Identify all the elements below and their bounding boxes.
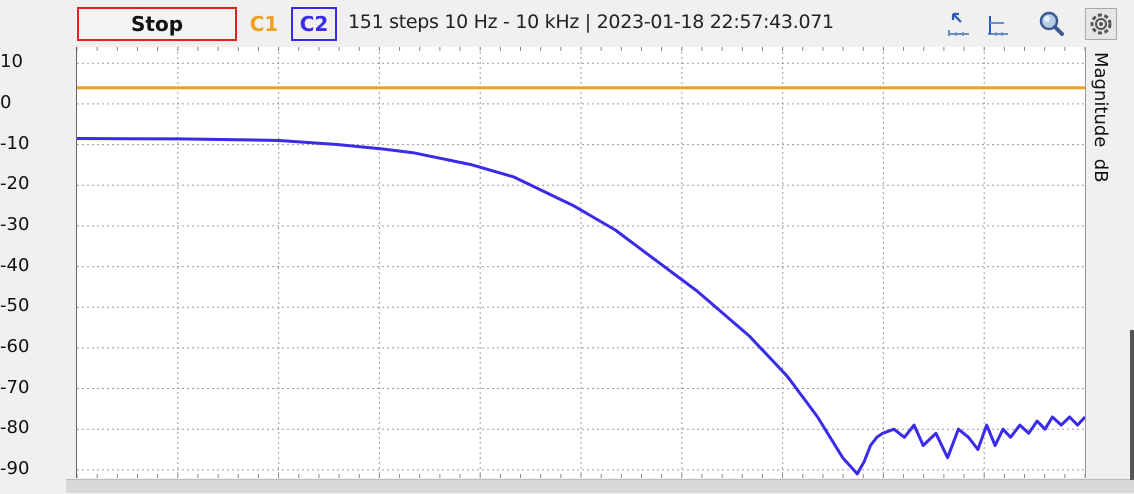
sweep-info: 151 steps 10 Hz - 10 kHz | 2023-01-18 22… — [348, 11, 834, 33]
y-axis-label: Magnitude dB — [1090, 52, 1111, 183]
horizontal-scrollbar[interactable] — [66, 479, 1134, 493]
y-tick-label: -80 — [0, 417, 30, 439]
stop-button[interactable]: Stop — [77, 7, 237, 41]
y-tick-label: 10 — [0, 51, 23, 73]
y-tick-label: -60 — [0, 335, 30, 357]
y-tick-label: -10 — [0, 132, 30, 154]
plot-area — [76, 47, 1087, 478]
cursor-x-icon[interactable] — [944, 9, 974, 39]
toolbar: Stop C1 C2 151 steps 10 Hz - 10 kHz | 20… — [0, 0, 1134, 47]
channel-c1-toggle[interactable]: C1 — [249, 12, 279, 36]
y-tick-label: -90 — [0, 457, 30, 479]
series-line-c2 — [76, 137, 1087, 476]
window-edge — [1130, 330, 1134, 480]
y-tick-label: 0 — [0, 91, 12, 113]
y-tick-label: -30 — [0, 213, 30, 235]
y-tick-label: -50 — [0, 295, 30, 317]
cursor-y-icon[interactable] — [983, 9, 1013, 39]
settings-icon[interactable] — [1085, 8, 1117, 40]
chart-svg — [76, 47, 1087, 478]
channel-c2-toggle[interactable]: C2 — [291, 7, 337, 41]
y-tick-label: -70 — [0, 376, 30, 398]
y-tick-label: -40 — [0, 254, 30, 276]
y-tick-label: -20 — [0, 173, 30, 195]
y-axis-title: Magnitude dB — [1084, 52, 1118, 212]
zoom-icon[interactable] — [1036, 9, 1066, 39]
